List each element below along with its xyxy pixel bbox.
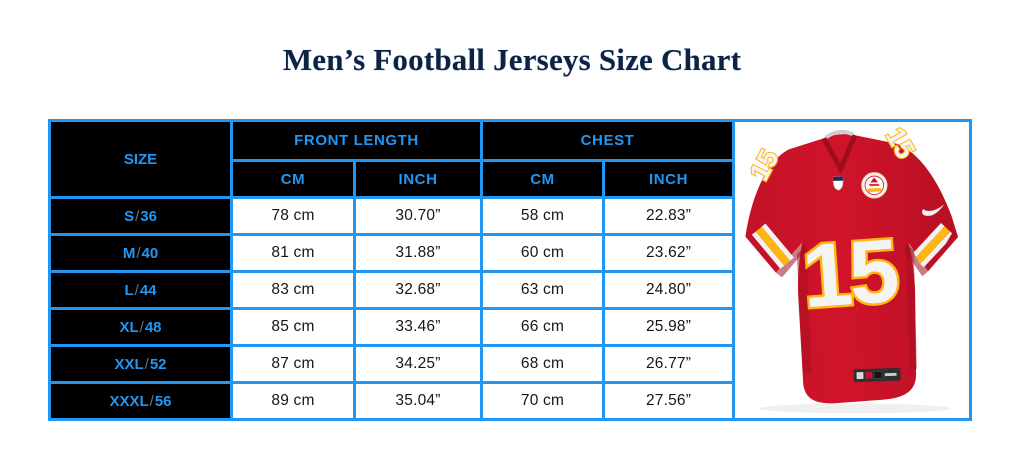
table-row: S/36 78 cm 30.70” 58 cm 22.83” (48, 196, 736, 236)
sleeve-stripes-right (911, 222, 954, 268)
size-label: S/36 (48, 196, 233, 236)
table-row: L/44 83 cm 32.68” 63 cm 24.80” (48, 270, 736, 310)
group-header-row: SIZE FRONT LENGTH CHEST (48, 119, 736, 199)
chest-cm-value: 70 cm (480, 381, 606, 421)
size-label: M/40 (48, 233, 233, 273)
front-inch-value: 33.46” (352, 307, 484, 347)
front-cm-value: 83 cm (230, 270, 356, 310)
nfl-shield-icon (832, 176, 844, 191)
table-row: XL/48 85 cm 33.46” 66 cm 25.98” (48, 307, 736, 347)
front-length-header: FRONT LENGTH (229, 119, 484, 162)
front-inch-value: 34.25” (352, 344, 484, 384)
size-chart-table: SIZE FRONT LENGTH CHEST CM INCH CM INCH … (48, 119, 736, 421)
front-cm-header: CM (230, 159, 356, 199)
chest-inch-value: 25.98” (602, 307, 736, 347)
chest-inch-value: 27.56” (602, 381, 736, 421)
chest-cm-value: 68 cm (480, 344, 606, 384)
chest-inch-value: 22.83” (602, 196, 736, 236)
front-cm-value: 78 cm (230, 196, 356, 236)
front-cm-value: 89 cm (230, 381, 356, 421)
unit-header-row: CM INCH CM INCH (50, 159, 736, 199)
v-neck-collar (821, 134, 858, 175)
front-cm-value: 87 cm (230, 344, 356, 384)
jersey-image: 15 15 15 (742, 122, 959, 414)
front-inch-header: INCH (352, 159, 484, 199)
jersey-photo-panel: 15 15 15 (735, 119, 972, 421)
size-label: XXXL/56 (48, 381, 233, 421)
chest-cm-value: 66 cm (480, 307, 606, 347)
chest-cm-header: CM (480, 159, 606, 199)
chest-cm-value: 63 cm (480, 270, 606, 310)
chest-inch-value: 23.62” (602, 233, 736, 273)
size-column-header: SIZE (48, 119, 233, 199)
nike-swoosh-icon (922, 204, 945, 216)
front-cm-value: 85 cm (230, 307, 356, 347)
front-inch-value: 32.68” (352, 270, 484, 310)
chest-header: CHEST (480, 119, 736, 162)
chest-inch-value: 26.77” (602, 344, 736, 384)
sleeve-stripes-left (751, 223, 794, 269)
table-row: M/40 81 cm 31.88” 60 cm 23.62” (48, 233, 736, 273)
size-label: L/44 (48, 270, 233, 310)
chest-inch-value: 24.80” (602, 270, 736, 310)
team-patch-icon (861, 172, 888, 199)
front-inch-value: 35.04” (352, 381, 484, 421)
size-chart-box: SIZE FRONT LENGTH CHEST CM INCH CM INCH … (48, 119, 972, 421)
inner-collar (824, 129, 854, 139)
chest-cm-value: 60 cm (480, 233, 606, 273)
size-label: XL/48 (48, 307, 233, 347)
table-row: XXL/52 87 cm 34.25” 68 cm 26.77” (48, 344, 736, 384)
jersey-body: 15 15 15 (742, 122, 959, 404)
chest-number: 15 (799, 221, 901, 327)
chest-inch-header: INCH (602, 159, 736, 199)
page-title: Men’s Football Jerseys Size Chart (282, 42, 742, 77)
ground-shadow (759, 403, 951, 414)
front-inch-value: 31.88” (352, 233, 484, 273)
jock-tag (853, 367, 901, 383)
front-inch-value: 30.70” (352, 196, 484, 236)
size-label: XXL/52 (48, 344, 233, 384)
table-row: XXXL/56 89 cm 35.04” 70 cm 27.56” (48, 381, 736, 421)
front-cm-value: 81 cm (230, 233, 356, 273)
chest-cm-value: 58 cm (480, 196, 606, 236)
